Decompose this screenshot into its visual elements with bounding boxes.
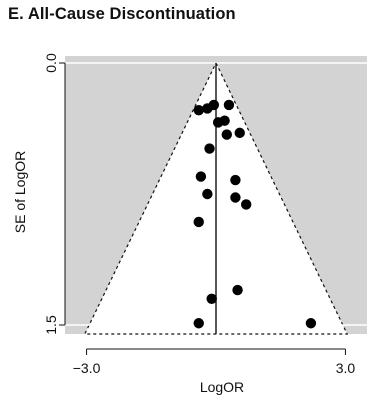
data-point-3 (223, 99, 235, 111)
y-tick-label-0: 0.0 (43, 53, 59, 73)
x-tick-label-0: −3.0 (73, 360, 101, 376)
data-point-15 (232, 284, 243, 296)
data-point-10 (230, 174, 241, 186)
data-point-16 (206, 293, 217, 304)
y-tick-label-1: 1.5 (43, 315, 59, 335)
data-point-14 (193, 216, 204, 228)
data-point-5 (212, 117, 224, 128)
data-points (193, 99, 317, 329)
x-axis-label: LogOR (200, 379, 244, 395)
data-point-9 (195, 171, 207, 182)
data-point-12 (230, 192, 241, 203)
data-point-0 (193, 104, 204, 116)
y-axis-label: SE of LogOR (12, 151, 28, 234)
data-point-2 (208, 99, 220, 111)
data-point-17 (193, 318, 204, 329)
data-point-13 (241, 199, 252, 210)
chart-title: E. All-Cause Discontinuation (8, 5, 236, 23)
x-axis: −3.0 3.0 LogOR (73, 348, 356, 395)
data-point-18 (305, 318, 317, 329)
data-point-8 (204, 143, 215, 154)
data-point-7 (234, 127, 245, 139)
x-tick-label-1: 3.0 (336, 360, 356, 376)
data-point-11 (202, 188, 213, 200)
y-axis: 0.0 1.5 SE of LogOR (12, 53, 66, 335)
data-point-6 (221, 129, 232, 140)
